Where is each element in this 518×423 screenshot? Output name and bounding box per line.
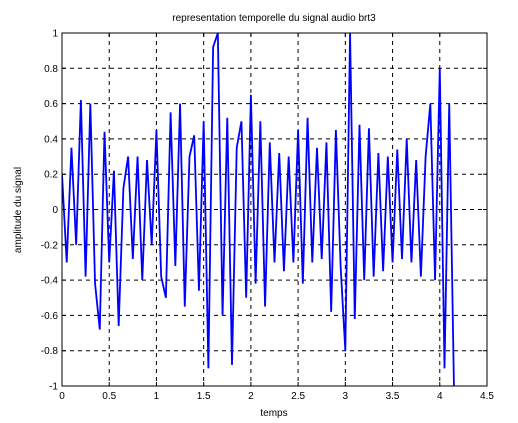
- x-tick-label: 4.5: [480, 391, 494, 402]
- y-tick-label: 0: [52, 205, 58, 216]
- y-tick-label: 0.8: [44, 64, 58, 75]
- y-tick-label: -0.8: [41, 346, 59, 357]
- x-tick-label: 3: [343, 391, 349, 402]
- grid-layer: [62, 33, 487, 386]
- y-tick-label: -1: [49, 382, 58, 393]
- y-tick-label: -0.6: [41, 311, 59, 322]
- y-tick-label: 1: [52, 29, 58, 40]
- x-tick-label: 2.5: [291, 391, 305, 402]
- x-tick-label: 1.5: [197, 391, 211, 402]
- x-tick-label: 2: [248, 391, 254, 402]
- y-tick-label: -0.4: [41, 276, 59, 287]
- x-tick-label: 0.5: [102, 391, 116, 402]
- x-axis-label: temps: [260, 408, 287, 419]
- y-tick-label: -0.2: [41, 240, 59, 251]
- signal-line: [62, 33, 455, 386]
- x-tick-label: 0: [59, 391, 65, 402]
- y-tick-label: 0.2: [44, 170, 58, 181]
- x-tick-label: 4: [437, 391, 443, 402]
- chart-title: representation temporelle du signal audi…: [172, 13, 376, 24]
- y-axis-label: amplitude du signal: [13, 167, 24, 253]
- x-tick-label: 1: [154, 391, 160, 402]
- plot-area: [62, 33, 455, 386]
- y-tick-label: 0.4: [44, 134, 58, 145]
- y-tick-label: 0.6: [44, 99, 58, 110]
- x-tick-label: 3.5: [386, 391, 400, 402]
- ticks-layer: 0 0.5 1 1.5 2 2.5 3 3.5 4 4.5 -1 -0.8 -0.6 -0.4 -0.2 0 0…: [41, 29, 495, 403]
